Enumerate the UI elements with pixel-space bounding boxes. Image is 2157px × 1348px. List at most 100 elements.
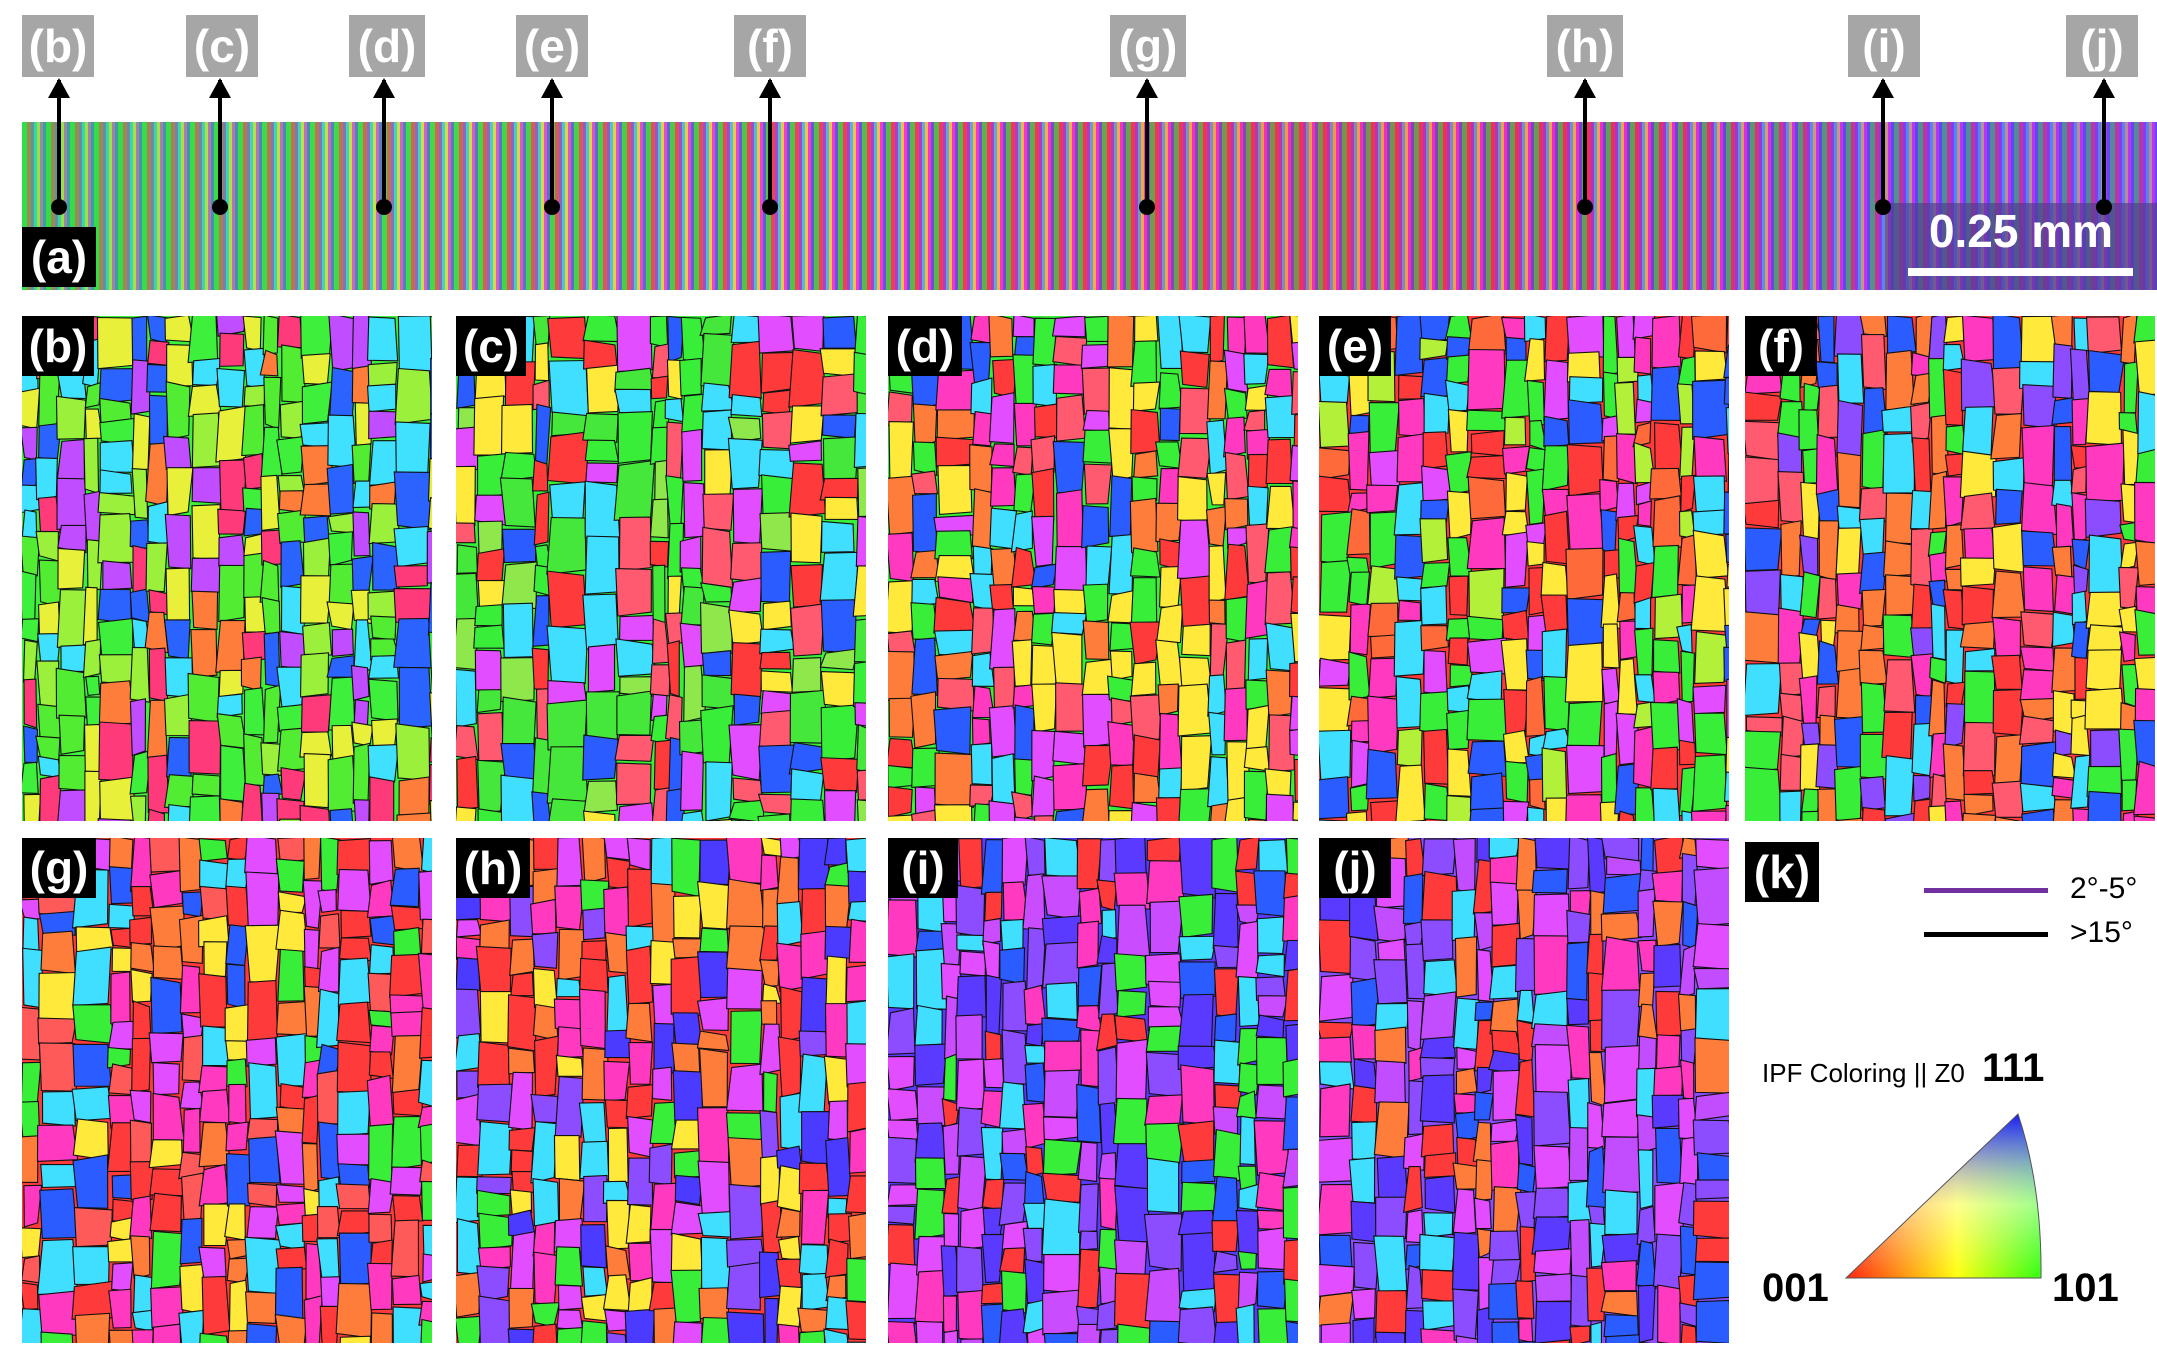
ebsd-overview-strip: [22, 122, 2157, 290]
grain: [1353, 1058, 1378, 1091]
grain: [1108, 428, 1135, 482]
grain: [299, 575, 333, 624]
grain: [1026, 1327, 1046, 1343]
grain: [1694, 350, 1729, 382]
grain: [553, 1135, 581, 1182]
grain: [279, 818, 305, 821]
grain: [1247, 453, 1270, 490]
grain: [299, 731, 333, 758]
grain: [1114, 838, 1147, 878]
grain: [1031, 515, 1055, 568]
grain: [130, 1235, 151, 1279]
grain: [219, 332, 245, 367]
grain: [958, 838, 984, 890]
grain: [2051, 611, 2076, 648]
grain: [328, 563, 356, 607]
grain: [1637, 1284, 1656, 1343]
top-tag-e: (e): [516, 15, 588, 77]
grain: [1078, 887, 1103, 924]
grain: [129, 795, 147, 821]
grain: [618, 516, 652, 572]
position-marker-c: [212, 199, 228, 215]
grain: [1567, 399, 1605, 445]
grain: [790, 512, 823, 564]
grain: [704, 449, 734, 499]
grain: [1693, 867, 1729, 927]
grain: [1600, 1290, 1639, 1317]
grain: [914, 1188, 945, 1240]
grain: [1402, 1132, 1426, 1171]
grain: [278, 490, 304, 513]
grain: [1041, 1172, 1082, 1203]
grain: [1237, 1062, 1261, 1096]
grain: [22, 916, 40, 952]
grain: [1031, 467, 1055, 521]
grain: [1723, 344, 1729, 378]
grain: [1076, 1323, 1102, 1343]
grain: [856, 391, 866, 416]
grain: [699, 316, 732, 336]
grain: [368, 839, 394, 886]
grain: [507, 1047, 536, 1075]
grain: [1223, 687, 1248, 742]
grain: [888, 899, 919, 958]
grain: [582, 1266, 609, 1297]
grain: [988, 316, 1014, 358]
grain: [369, 914, 396, 946]
grain: [1246, 485, 1269, 527]
grain: [956, 1245, 984, 1293]
grain: [1129, 497, 1159, 554]
grain: [98, 368, 136, 404]
grain: [650, 838, 675, 887]
grain: [1817, 384, 1840, 439]
grain: [819, 477, 859, 501]
grain: [1266, 485, 1296, 530]
grain: [1617, 658, 1638, 715]
grain: [2087, 349, 2126, 394]
grain: [586, 364, 621, 414]
grain: [1501, 587, 1531, 614]
grain: [1994, 816, 2021, 821]
grain: [246, 979, 279, 1041]
grain: [1243, 316, 1271, 354]
grain: [530, 1120, 558, 1184]
grain: [148, 1032, 184, 1064]
grain: [1108, 764, 1135, 810]
grain: [1501, 510, 1530, 536]
grain: [1108, 533, 1134, 595]
grain: [1108, 810, 1135, 821]
grain: [1145, 1122, 1185, 1164]
grain: [649, 426, 669, 466]
grain: [1991, 570, 2026, 619]
grain: [937, 464, 973, 516]
grain: [727, 437, 763, 490]
grain: [822, 436, 859, 483]
grain: [1052, 440, 1087, 495]
grain: [1207, 674, 1227, 717]
grain: [56, 438, 85, 483]
grain: [789, 405, 825, 444]
grain: [389, 867, 420, 908]
grain: [845, 838, 866, 874]
grain: [1992, 457, 2025, 495]
grain: [1419, 1036, 1456, 1060]
grain: [367, 1177, 396, 1214]
grain: [583, 1174, 608, 1223]
grain: [509, 1231, 536, 1293]
grain: [429, 413, 432, 461]
grain: [672, 1321, 703, 1343]
grain: [1881, 711, 1913, 760]
grain: [1420, 1123, 1455, 1158]
grain: [1745, 456, 1780, 505]
grain: [1423, 959, 1459, 998]
grain: [1992, 316, 2025, 374]
grain: [845, 1175, 866, 1214]
grain: [728, 609, 765, 646]
grain: [1836, 399, 1864, 458]
grain: [1224, 543, 1250, 602]
grain: [670, 1269, 703, 1324]
grain: [1179, 575, 1212, 631]
grain: [1651, 870, 1684, 904]
grain: [2071, 492, 2088, 543]
grain: [674, 1174, 703, 1206]
